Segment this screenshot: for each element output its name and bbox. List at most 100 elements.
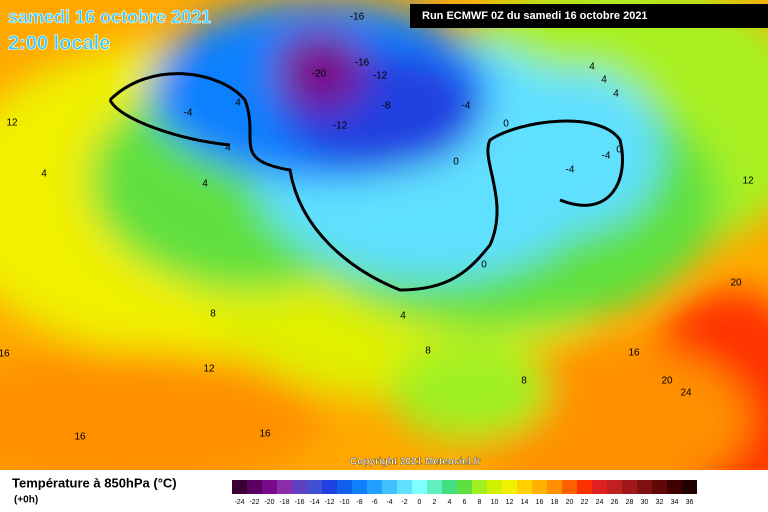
contour-label: 12 xyxy=(6,118,18,129)
contour-label: 24 xyxy=(680,388,692,399)
scale-swatch xyxy=(352,480,367,494)
scale-swatch xyxy=(442,480,457,494)
scale-swatch xyxy=(232,480,247,494)
scale-label: 8 xyxy=(478,499,482,506)
scale-label: -8 xyxy=(356,499,362,506)
scale-swatch xyxy=(577,480,592,494)
scale-swatch xyxy=(487,480,502,494)
contour-label: 4 xyxy=(400,311,406,322)
contour-label: 20 xyxy=(730,278,742,289)
scale-swatch xyxy=(382,480,397,494)
copyright: Copyright 2021 Meteociel.fr xyxy=(350,457,481,468)
scale-swatch xyxy=(292,480,307,494)
contour-label: -4 xyxy=(566,165,575,176)
contour-label: 16 xyxy=(0,349,10,360)
contour-label: 12 xyxy=(203,364,215,375)
contour-label: -20 xyxy=(312,69,327,80)
scale-label: -2 xyxy=(401,499,407,506)
contour-label: -4 xyxy=(184,108,193,119)
contour-label: 0 xyxy=(453,157,459,168)
scale-swatch xyxy=(277,480,292,494)
scale-swatch xyxy=(472,480,487,494)
contour-label: 4 xyxy=(202,179,208,190)
scale-label: -18 xyxy=(279,499,289,506)
scale-label: -24 xyxy=(234,499,244,506)
scale-swatch xyxy=(592,480,607,494)
scale-label: 12 xyxy=(506,499,514,506)
contour-label: 4 xyxy=(613,89,619,100)
scale-swatch xyxy=(307,480,322,494)
scale-swatch xyxy=(397,480,412,494)
contour-label: -12 xyxy=(333,121,348,132)
scale-label: -14 xyxy=(309,499,319,506)
scale-swatch xyxy=(337,480,352,494)
contour-label: 8 xyxy=(210,309,216,320)
contour-label: -16 xyxy=(355,58,370,69)
contour-label: 16 xyxy=(628,348,640,359)
contour-label: 8 xyxy=(521,376,527,387)
scale-label: -22 xyxy=(249,499,259,506)
contour-label: 0 xyxy=(503,119,509,130)
scale-label: 0 xyxy=(418,499,422,506)
scale-label: -16 xyxy=(294,499,304,506)
contour-label: 8 xyxy=(425,346,431,357)
contour-label: 0 xyxy=(481,260,487,271)
contour-label: 16 xyxy=(259,429,271,440)
scale-label: 22 xyxy=(581,499,589,506)
scale-label: 10 xyxy=(491,499,499,506)
contour-label: -12 xyxy=(373,71,388,82)
run-banner xyxy=(410,4,768,28)
scale-label: 18 xyxy=(551,499,559,506)
scale-swatch xyxy=(667,480,682,494)
scale-label: -20 xyxy=(264,499,274,506)
contour-label: 0 xyxy=(616,145,622,156)
scale-swatch xyxy=(412,480,427,494)
contour-label: -16 xyxy=(350,12,365,23)
scale-label: 2 xyxy=(433,499,437,506)
scale-swatch xyxy=(562,480,577,494)
scale-label: 20 xyxy=(566,499,574,506)
scale-swatch xyxy=(517,480,532,494)
date: samedi 16 octobre 2021 xyxy=(8,7,211,27)
scale-swatch xyxy=(607,480,622,494)
scale-label: 28 xyxy=(626,499,634,506)
scale-label: 24 xyxy=(596,499,604,506)
scale-label: 26 xyxy=(611,499,619,506)
scale-swatch xyxy=(622,480,637,494)
run-info: Run ECMWF 0Z du samedi 16 octobre 2021 xyxy=(422,10,648,22)
scale-label: 36 xyxy=(686,499,694,506)
scale-swatch xyxy=(502,480,517,494)
scale-label: 16 xyxy=(536,499,544,506)
scale-label: -6 xyxy=(371,499,377,506)
contour-label: 4 xyxy=(601,75,607,86)
contour-label: 4 xyxy=(589,62,595,73)
scale-label: 30 xyxy=(641,499,649,506)
legend-title: Température à 850hPa (°C) xyxy=(12,475,177,490)
contour-label: 4 xyxy=(41,169,47,180)
contour-label: -8 xyxy=(382,101,391,112)
scale-swatch xyxy=(682,480,697,494)
forecast-step: (+0h) xyxy=(14,495,38,506)
contour-label: 12 xyxy=(742,176,754,187)
local-time: 2:00 locale xyxy=(8,32,110,54)
scale-label: 14 xyxy=(521,499,529,506)
scale-label: 32 xyxy=(656,499,664,506)
scale-swatch xyxy=(427,480,442,494)
contour-label: 16 xyxy=(74,432,86,443)
scale-label: -12 xyxy=(324,499,334,506)
scale-swatch xyxy=(322,480,337,494)
scale-swatch xyxy=(652,480,667,494)
scale-swatch xyxy=(262,480,277,494)
scale-swatch xyxy=(247,480,262,494)
scale-label: 34 xyxy=(671,499,679,506)
contour-label: 20 xyxy=(661,376,673,387)
scale-label: -4 xyxy=(386,499,392,506)
scale-swatch xyxy=(532,480,547,494)
scale-label: 4 xyxy=(448,499,452,506)
scale-label: 6 xyxy=(463,499,467,506)
contour-label: -4 xyxy=(462,101,471,112)
scale-swatch xyxy=(637,480,652,494)
scale-swatch xyxy=(547,480,562,494)
